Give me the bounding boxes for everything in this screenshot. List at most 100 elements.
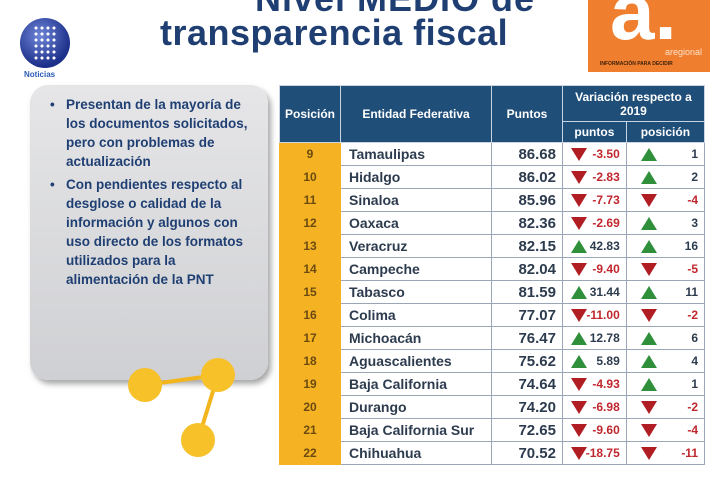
position-cell: 14	[279, 257, 341, 281]
arrow-up-icon	[640, 332, 657, 345]
table-row: 19 Baja California 74.64 -4.93 1	[279, 372, 706, 396]
position-cell: 13	[279, 234, 341, 258]
variation-position-value: -5	[687, 262, 698, 276]
variation-position-value: 6	[691, 331, 698, 345]
variation-position-cell: 11	[625, 280, 706, 304]
ranking-table: Posición Entidad Federativa Puntos Varia…	[279, 85, 706, 465]
table-row: 22 Chihuahua 70.52 -18.75 -11	[279, 441, 706, 465]
noticias-logo	[20, 18, 70, 68]
header-points: Puntos	[491, 85, 563, 143]
arrow-down-icon	[571, 401, 587, 414]
title-line-1: Nivel MEDIO de	[255, 0, 535, 20]
arrow-up-icon	[640, 171, 657, 184]
arrow-down-icon	[640, 447, 657, 460]
variation-position-value: 4	[691, 354, 698, 368]
variation-position-cell: -11	[625, 441, 706, 465]
noticias-logo-text: Noticias	[24, 70, 56, 79]
arrow-up-icon	[571, 240, 587, 253]
table-row: 11 Sinaloa 85.96 -7.73 -4	[279, 188, 706, 212]
variation-position-cell: 6	[625, 326, 706, 350]
title-line-2: transparencia fiscal	[160, 12, 509, 53]
table-row: 20 Durango 74.20 -6.98 -2	[279, 395, 706, 419]
variation-points-cell: 42.83	[562, 234, 627, 258]
variation-position-value: -2	[687, 400, 698, 414]
points-cell: 85.96	[491, 188, 563, 212]
variation-position-value: 1	[691, 377, 698, 391]
variation-points-value: 12.78	[589, 331, 620, 345]
bullet-item: Con pendientes respecto al desglose o ca…	[44, 175, 258, 289]
entity-cell: Hidalgo	[340, 165, 492, 189]
aregional-tagline: INFORMACIÓN PARA DECIDIR	[600, 61, 673, 67]
variation-points-cell: 31.44	[562, 280, 627, 304]
arrow-down-icon	[571, 194, 587, 207]
arrow-up-icon	[640, 217, 657, 230]
table-row: 14 Campeche 82.04 -9.40 -5	[279, 257, 706, 281]
entity-cell: Baja California Sur	[340, 418, 492, 442]
position-cell: 12	[279, 211, 341, 235]
arrow-down-icon	[640, 424, 657, 437]
arrow-down-icon	[640, 309, 657, 322]
entity-cell: Michoacán	[340, 326, 492, 350]
points-cell: 77.07	[491, 303, 563, 327]
entity-cell: Sinaloa	[340, 188, 492, 212]
variation-points-cell: -9.60	[562, 418, 627, 442]
description-panel: Presentan de la mayoría de los documento…	[30, 85, 268, 380]
position-cell: 10	[279, 165, 341, 189]
variation-points-value: -7.73	[592, 193, 620, 207]
table-row: 18 Aguascalientes 75.62 5.89 4	[279, 349, 706, 373]
variation-points-value: 42.83	[589, 239, 620, 253]
variation-points-value: -3.50	[592, 147, 620, 161]
variation-points-value: -4.93	[592, 377, 620, 391]
arrow-down-icon	[571, 171, 587, 184]
arrow-up-icon	[640, 355, 657, 368]
table-row: 10 Hidalgo 86.02 -2.83 2	[279, 165, 706, 189]
points-cell: 72.65	[491, 418, 563, 442]
position-cell: 9	[279, 142, 341, 166]
aregional-mark: a.	[610, 0, 677, 56]
points-cell: 75.62	[491, 349, 563, 373]
entity-cell: Durango	[340, 395, 492, 419]
points-cell: 86.68	[491, 142, 563, 166]
variation-points-value: -6.98	[592, 400, 620, 414]
arrow-up-icon	[640, 286, 657, 299]
points-cell: 86.02	[491, 165, 563, 189]
position-cell: 16	[279, 303, 341, 327]
position-cell: 11	[279, 188, 341, 212]
entity-cell: Campeche	[340, 257, 492, 281]
table-row: 9 Tamaulipas 86.68 -3.50 1	[279, 142, 706, 166]
variation-position-value: 1	[691, 147, 698, 161]
variation-position-cell: 16	[625, 234, 706, 258]
table-row: 15 Tabasco 81.59 31.44 11	[279, 280, 706, 304]
entity-cell: Veracruz	[340, 234, 492, 258]
bullet-item: Presentan de la mayoría de los documento…	[44, 95, 258, 171]
variation-points-value: -9.40	[592, 262, 620, 276]
variation-position-value: -2	[687, 308, 698, 322]
variation-points-cell: -4.93	[562, 372, 627, 396]
arrow-down-icon	[640, 194, 657, 207]
points-cell: 74.64	[491, 372, 563, 396]
entity-cell: Tabasco	[340, 280, 492, 304]
variation-points-cell: -2.69	[562, 211, 627, 235]
points-cell: 82.36	[491, 211, 563, 235]
arrow-up-icon	[640, 240, 657, 253]
variation-points-value: -18.75	[585, 446, 620, 460]
variation-position-cell: 3	[625, 211, 706, 235]
variation-position-value: -11	[681, 446, 698, 460]
variation-points-value: -11.00	[586, 308, 620, 322]
points-cell: 70.52	[491, 441, 563, 465]
variation-points-value: 5.89	[596, 354, 620, 368]
variation-position-value: -4	[687, 193, 698, 207]
variation-points-value: -9.60	[592, 423, 620, 437]
position-cell: 19	[279, 372, 341, 396]
variation-points-cell: -6.98	[562, 395, 627, 419]
arrow-down-icon	[571, 447, 587, 460]
position-cell: 20	[279, 395, 341, 419]
table-row: 16 Colima 77.07 -11.00 -2	[279, 303, 706, 327]
table-row: 13 Veracruz 82.15 42.83 16	[279, 234, 706, 258]
variation-points-cell: -11.00	[562, 303, 627, 327]
arrow-down-icon	[571, 424, 587, 437]
variation-position-value: 3	[691, 216, 698, 230]
table-row: 21 Baja California Sur 72.65 -9.60 -4	[279, 418, 706, 442]
position-cell: 17	[279, 326, 341, 350]
points-cell: 82.04	[491, 257, 563, 281]
